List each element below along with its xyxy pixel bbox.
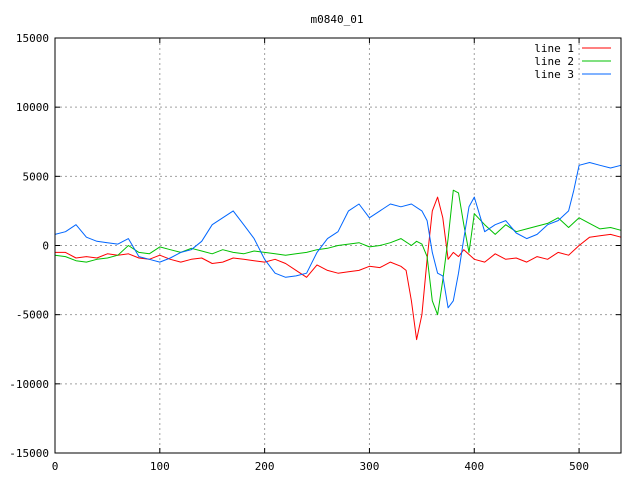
- series-line-1: [55, 196, 622, 341]
- x-tick-label: 300: [360, 460, 380, 473]
- y-tick-label: -10000: [9, 378, 49, 391]
- y-tick-label: 0: [42, 240, 49, 253]
- legend-label-1: line 1: [534, 42, 574, 55]
- grid: [55, 38, 621, 453]
- y-tick-label: -15000: [9, 447, 49, 460]
- series-line-2: [54, 189, 622, 316]
- y-tick-label: 5000: [23, 170, 50, 183]
- y-tick-label: -5000: [16, 309, 49, 322]
- x-tick-label: 200: [255, 460, 275, 473]
- series-line-3: [54, 162, 622, 309]
- y-tick-label: 15000: [16, 32, 49, 45]
- x-tick-label: 500: [569, 460, 589, 473]
- plot-frame: [54, 37, 622, 454]
- legend-label-3: line 3: [534, 68, 574, 81]
- legend-label-2: line 2: [534, 55, 574, 68]
- x-tick-label: 0: [52, 460, 59, 473]
- y-tick-label: 10000: [16, 101, 49, 114]
- axis-ticks: 0 100 200 300 400 500 -15000 -10000 -5000 0 5000 10…: [9, 32, 621, 473]
- chart-title: m0840_01: [311, 13, 364, 26]
- x-tick-label: 100: [150, 460, 170, 473]
- series-lines: [54, 162, 622, 341]
- x-tick-label: 400: [464, 460, 484, 473]
